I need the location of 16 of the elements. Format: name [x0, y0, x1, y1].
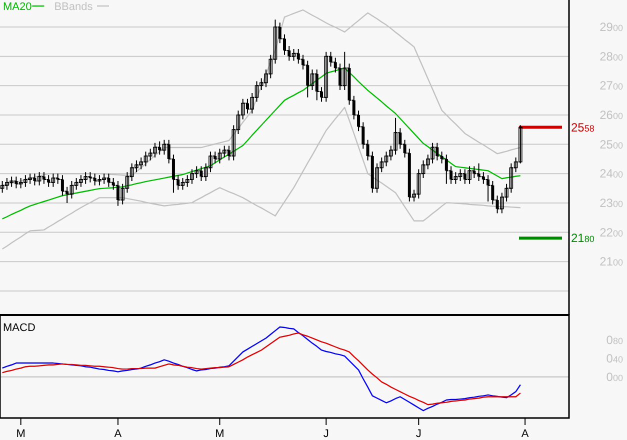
x-tick-label: A: [521, 428, 530, 440]
x-tick-label: J: [416, 428, 422, 440]
candlestick: [88, 172, 93, 183]
candlestick: [18, 178, 24, 189]
candlestick: [102, 173, 107, 184]
text: MACD: [3, 322, 36, 334]
ref-line-label: 2180: [571, 231, 594, 246]
ref-line-label: 2558: [571, 120, 594, 134]
x-tick-label: M: [16, 428, 26, 440]
candlestick: [28, 173, 33, 184]
x-tick-label: J: [323, 428, 329, 440]
legend-label: MA20: [3, 1, 32, 13]
candlestick: [96, 174, 102, 186]
x-tick-label: M: [215, 428, 224, 440]
x-tick-label: A: [114, 428, 122, 440]
candlestick: [9, 176, 14, 188]
